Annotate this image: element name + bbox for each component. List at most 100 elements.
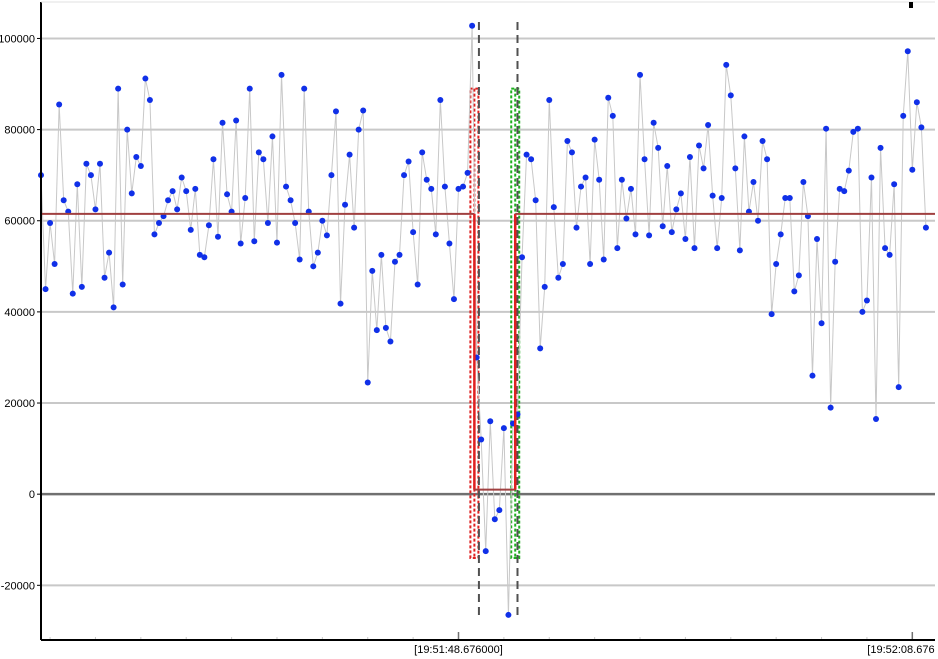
data-point	[818, 320, 825, 327]
data-point	[178, 174, 185, 181]
data-point	[863, 297, 870, 304]
data-point	[564, 137, 571, 144]
data-point	[505, 611, 512, 618]
data-point	[736, 247, 743, 254]
data-point	[587, 261, 594, 268]
data-point	[528, 156, 535, 163]
data-point	[319, 217, 326, 224]
data-point	[482, 548, 489, 555]
data-point	[646, 232, 653, 239]
data-point	[450, 296, 457, 303]
y-tick-label: 40000	[4, 307, 35, 319]
data-point	[460, 183, 467, 190]
data-point	[360, 107, 367, 114]
data-point	[260, 156, 267, 163]
data-point	[142, 75, 149, 82]
data-point	[677, 190, 684, 197]
data-point	[314, 249, 321, 256]
data-point	[201, 254, 208, 261]
data-point	[301, 85, 308, 92]
y-tick-label: 20000	[4, 398, 35, 410]
data-point	[405, 158, 412, 165]
data-point	[78, 283, 85, 290]
data-point	[596, 176, 603, 183]
data-point	[537, 345, 544, 352]
data-point	[686, 153, 693, 160]
plot-frame	[40, 1, 935, 641]
data-point	[373, 327, 380, 334]
data-point	[859, 308, 866, 315]
data-point	[128, 190, 135, 197]
data-point	[255, 149, 262, 156]
data-point	[841, 188, 848, 195]
y-axis: -20000 0 20000 40000 60000 80000 100000	[0, 33, 41, 592]
data-point	[696, 142, 703, 149]
data-point	[668, 229, 675, 236]
data-point	[251, 238, 258, 245]
data-point	[355, 126, 362, 133]
event-markers	[477, 22, 519, 620]
data-point	[210, 156, 217, 163]
data-point	[60, 197, 67, 204]
data-point	[895, 384, 902, 391]
data-point	[69, 290, 76, 297]
baseline-series	[41, 212, 935, 491]
data-point	[332, 108, 339, 115]
data-point	[382, 324, 389, 331]
data-point	[827, 404, 834, 411]
data-point	[292, 220, 299, 227]
data-point	[273, 239, 280, 246]
data-point	[795, 272, 802, 279]
data-point	[478, 436, 485, 443]
data-point	[151, 231, 158, 238]
data-point	[723, 61, 730, 68]
data-point	[56, 101, 63, 108]
data-point	[410, 229, 417, 236]
data-point	[582, 174, 589, 181]
data-point	[310, 263, 317, 270]
data-point	[691, 245, 698, 252]
data-point	[550, 204, 557, 211]
data-point	[627, 185, 634, 192]
data-point	[578, 183, 585, 190]
data-point	[110, 304, 117, 311]
data-point	[396, 251, 403, 258]
data-point	[727, 92, 734, 99]
data-point	[705, 122, 712, 129]
y-tick-label: -20000	[1, 580, 35, 592]
data-point	[637, 71, 644, 78]
data-point	[732, 165, 739, 172]
data-point	[768, 311, 775, 318]
data-point	[814, 235, 821, 242]
data-point	[641, 156, 648, 163]
data-point	[913, 99, 920, 106]
data-point	[918, 124, 925, 131]
data-point	[491, 516, 498, 523]
data-point	[782, 194, 789, 201]
data-point	[922, 224, 929, 231]
data-point	[351, 224, 358, 231]
data-point	[809, 372, 816, 379]
data-point	[278, 71, 285, 78]
data-point	[496, 507, 503, 514]
data-point	[500, 425, 507, 432]
data-point	[773, 261, 780, 268]
data-point	[573, 224, 580, 231]
data-point	[832, 258, 839, 265]
data-point	[469, 22, 476, 29]
data-series	[38, 22, 929, 618]
data-point	[614, 245, 621, 252]
corner-tick	[909, 2, 913, 8]
data-point	[269, 133, 276, 140]
data-point	[464, 169, 471, 176]
y-tick-label: 100000	[0, 33, 35, 45]
data-point	[786, 194, 793, 201]
data-point	[169, 188, 176, 195]
data-point	[904, 48, 911, 55]
data-point	[777, 231, 784, 238]
data-point	[605, 94, 612, 101]
data-point	[87, 172, 94, 179]
data-point	[591, 136, 598, 143]
data-point	[74, 181, 81, 188]
